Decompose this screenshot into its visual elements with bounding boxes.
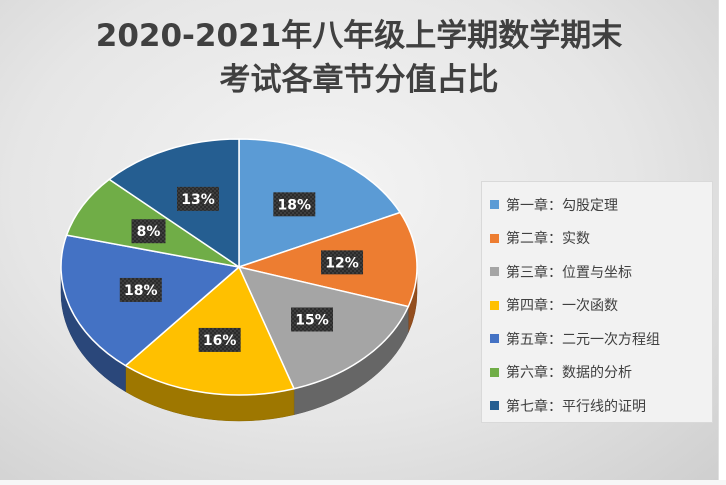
pie-labels: 18% 12% 15% 16% 18% 8% 13% xyxy=(119,186,364,352)
data-label: 12% xyxy=(321,250,364,275)
legend: 第一章：勾股定理 第二章：实数 第三章：位置与坐标 第四章：一次函数 第五章：二… xyxy=(481,181,713,423)
data-label-text: 16% xyxy=(203,333,237,349)
chart-title-line-1: 2020-2021年八年级上学期数学期末 xyxy=(95,18,623,54)
legend-label: 第二章：实数 xyxy=(506,231,590,248)
legend-swatch xyxy=(490,200,499,210)
pie-chart: 18% 12% 15% 16% 18% 8% 13% xyxy=(60,138,418,422)
data-label: 16% xyxy=(198,327,241,352)
data-label-box xyxy=(176,186,219,211)
data-label-box xyxy=(119,277,162,302)
data-label: 8% xyxy=(131,219,166,244)
legend-swatch xyxy=(490,300,499,310)
legend-label: 第三章：位置与坐标 xyxy=(506,264,632,281)
legend-label: 第一章：勾股定理 xyxy=(506,197,618,214)
data-label-text: 15% xyxy=(295,312,329,328)
data-label: 18% xyxy=(119,277,162,302)
pie-slice xyxy=(238,138,402,269)
legend-label: 第六章：数据的分析 xyxy=(506,365,632,382)
data-label-box xyxy=(198,327,241,352)
data-label: 13% xyxy=(176,186,219,211)
pie-top xyxy=(60,138,418,396)
legend-item: 第七章：平行线的证明 xyxy=(490,389,712,423)
chart-title: 2020-2021年八年级上学期数学期末 考试各章节分值占比 xyxy=(0,14,718,102)
legend-label: 第四章：一次函数 xyxy=(506,298,618,315)
legend-label: 第七章：平行线的证明 xyxy=(506,398,646,415)
legend-item: 第六章：数据的分析 xyxy=(490,356,712,390)
sheet-edge-bottom xyxy=(0,480,726,485)
legend-item: 第五章：二元一次方程组 xyxy=(490,322,712,356)
data-label-text: 8% xyxy=(137,224,161,240)
data-label-box xyxy=(273,192,316,217)
data-label: 15% xyxy=(291,307,334,332)
legend-swatch xyxy=(490,401,499,411)
data-label-text: 18% xyxy=(278,197,312,213)
data-label-box xyxy=(131,219,166,244)
sheet-edge xyxy=(718,0,726,485)
chart-area: 2020-2021年八年级上学期数学期末 考试各章节分值占比 18% 12% 15%… xyxy=(0,0,718,480)
legend-label: 第五章：二元一次方程组 xyxy=(506,331,660,348)
legend-item: 第三章：位置与坐标 xyxy=(490,255,712,289)
legend-swatch xyxy=(490,233,499,243)
data-label-text: 12% xyxy=(325,255,359,271)
data-label-text: 13% xyxy=(181,192,215,208)
chart-title-line-2: 考试各章节分值占比 xyxy=(219,62,499,98)
legend-item: 第二章：实数 xyxy=(490,222,712,256)
legend-swatch xyxy=(490,267,499,277)
data-label: 18% xyxy=(273,192,316,217)
legend-item: 第四章：一次函数 xyxy=(490,289,712,323)
legend-swatch xyxy=(490,334,499,344)
legend-swatch xyxy=(490,367,499,377)
data-label-box xyxy=(321,250,364,275)
legend-item: 第一章：勾股定理 xyxy=(490,188,712,222)
data-label-text: 18% xyxy=(124,283,158,299)
pie-slice xyxy=(107,138,240,269)
data-label-box xyxy=(291,307,334,332)
